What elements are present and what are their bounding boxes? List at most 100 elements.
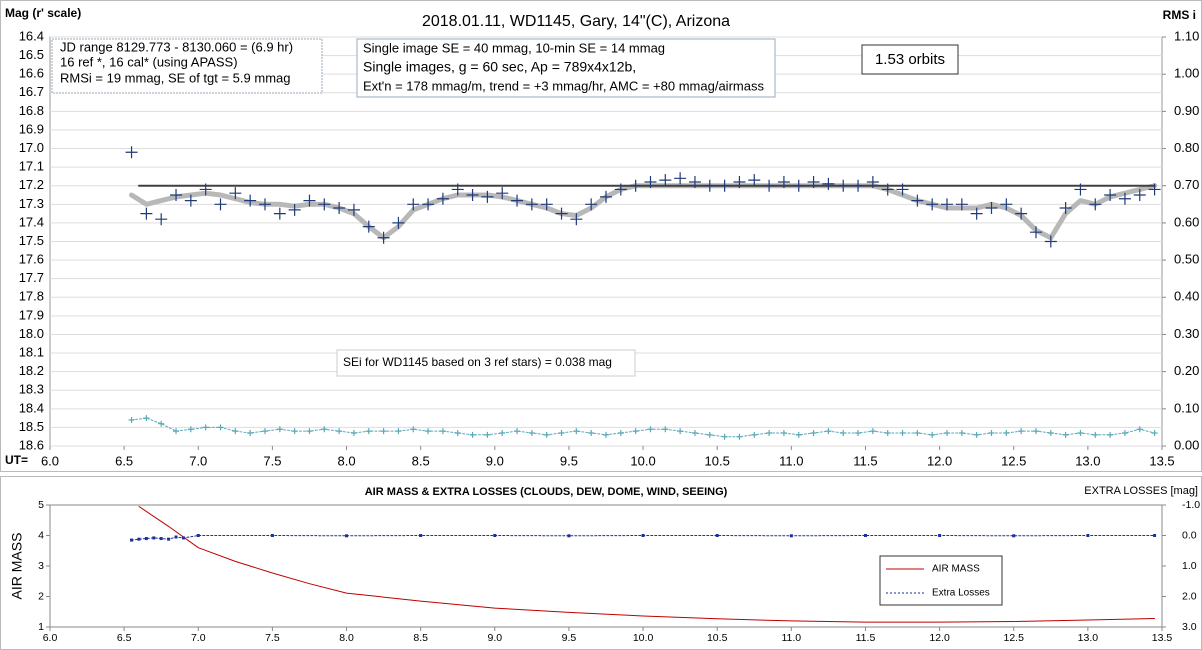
data-point	[558, 429, 565, 436]
data-point	[270, 534, 274, 537]
annotations: JD range 8129.773 - 8130.060 = (6.9 hr) …	[51, 38, 959, 377]
data-point	[350, 429, 357, 436]
y2-tick-label: 0.60	[1174, 214, 1199, 229]
data-point	[345, 534, 349, 538]
data-point	[1044, 235, 1057, 248]
data-point	[244, 194, 257, 207]
data-point	[543, 431, 550, 438]
data-point	[955, 198, 968, 211]
data-point	[1089, 198, 1102, 211]
data-point	[958, 429, 965, 436]
data-point	[763, 179, 776, 192]
data-point	[751, 431, 758, 438]
y2-axis-label: EXTRA LOSSES [mag]	[1084, 485, 1198, 497]
data-point	[540, 198, 553, 211]
data-point	[588, 429, 595, 436]
series-line	[131, 535, 1156, 541]
y-tick-label: 18.1	[19, 344, 44, 359]
annotation-box	[336, 349, 636, 377]
data-point	[410, 426, 417, 433]
y-tick-label: 18.2	[19, 363, 44, 378]
data-point	[822, 177, 835, 190]
data-point	[777, 176, 790, 189]
data-point	[181, 536, 185, 540]
y2-tick-label: 0.10	[1174, 400, 1199, 415]
data-point	[1074, 183, 1087, 196]
data-point	[439, 428, 446, 435]
data-point	[362, 220, 375, 233]
data-point	[137, 537, 141, 541]
data-point	[144, 537, 148, 541]
data-point	[674, 172, 687, 185]
data-point	[691, 429, 698, 436]
data-point	[641, 534, 645, 537]
data-point	[1092, 431, 1099, 438]
data-point	[422, 198, 435, 211]
x-tick-label: 11.5	[856, 632, 876, 644]
data-point	[306, 428, 313, 435]
data-point	[125, 146, 138, 159]
x-tick-label: 13.5	[1149, 453, 1174, 468]
y-tick-label: 18.4	[19, 400, 44, 415]
data-point	[1012, 534, 1016, 538]
y-tick-label: 17.9	[19, 307, 44, 322]
data-point	[1086, 534, 1090, 537]
x-tick-label: 13.5	[1152, 632, 1173, 644]
data-point	[914, 429, 921, 436]
annotation-text: 16 ref *, 16 cal* (using APASS)	[60, 54, 238, 69]
data-point	[128, 416, 135, 423]
y-tick-label: 16.6	[19, 66, 44, 81]
y-tick-label: 1	[38, 621, 44, 633]
data-point	[365, 428, 372, 435]
data-point	[525, 198, 538, 211]
data-point	[158, 420, 165, 427]
annotation-box	[51, 38, 323, 94]
y2-tick-label: 0.00	[1174, 437, 1199, 452]
data-point	[1153, 534, 1157, 537]
data-point	[944, 429, 951, 436]
data-point	[766, 429, 773, 436]
data-point	[1047, 429, 1054, 436]
data-point	[1118, 192, 1131, 205]
data-point	[703, 179, 716, 192]
annotation-text: Single images, g = 60 sec, Ap = 789x4x12…	[363, 59, 636, 75]
x-tick-label: 13.0	[1075, 453, 1100, 468]
y-tick-label: 18.5	[19, 419, 44, 434]
data-point	[493, 534, 497, 537]
data-point	[733, 176, 746, 189]
x-tick-label: 9.5	[560, 453, 578, 468]
data-point	[644, 176, 657, 189]
y2-tick-label: 0.90	[1174, 103, 1199, 118]
data-point	[715, 534, 719, 537]
annotation-box	[861, 44, 959, 75]
data-point	[466, 189, 479, 202]
y-tick-label: 18.6	[19, 437, 44, 452]
data-point	[214, 198, 227, 211]
data-point	[926, 198, 939, 211]
data-point	[973, 431, 980, 438]
legend-label: Extra Losses	[932, 588, 990, 599]
x-tick-label: 8.0	[339, 632, 354, 644]
y2-tick-label: 1.0	[1182, 560, 1197, 572]
data-point	[1015, 207, 1028, 220]
annotation-box	[356, 38, 776, 98]
data-point	[174, 535, 178, 539]
data-point	[143, 415, 150, 422]
data-point	[866, 176, 879, 189]
data-point	[807, 176, 820, 189]
data-point	[985, 202, 998, 215]
annotation-text: Single image SE = 40 mmag, 10-min SE = 1…	[363, 40, 665, 55]
data-point	[863, 534, 867, 537]
y2-tick-label: 0.50	[1174, 252, 1199, 267]
x-tick-label: 7.5	[265, 632, 280, 644]
x-tick-label: 6.0	[43, 632, 58, 644]
x-tick-label: 6.5	[117, 632, 132, 644]
data-point	[706, 431, 713, 438]
data-point	[1003, 429, 1010, 436]
data-point	[929, 431, 936, 438]
data-point	[187, 426, 194, 433]
data-point	[810, 429, 817, 436]
annotation-text: 1.53 orbits	[875, 51, 945, 68]
y-tick-label: 4	[38, 529, 44, 541]
